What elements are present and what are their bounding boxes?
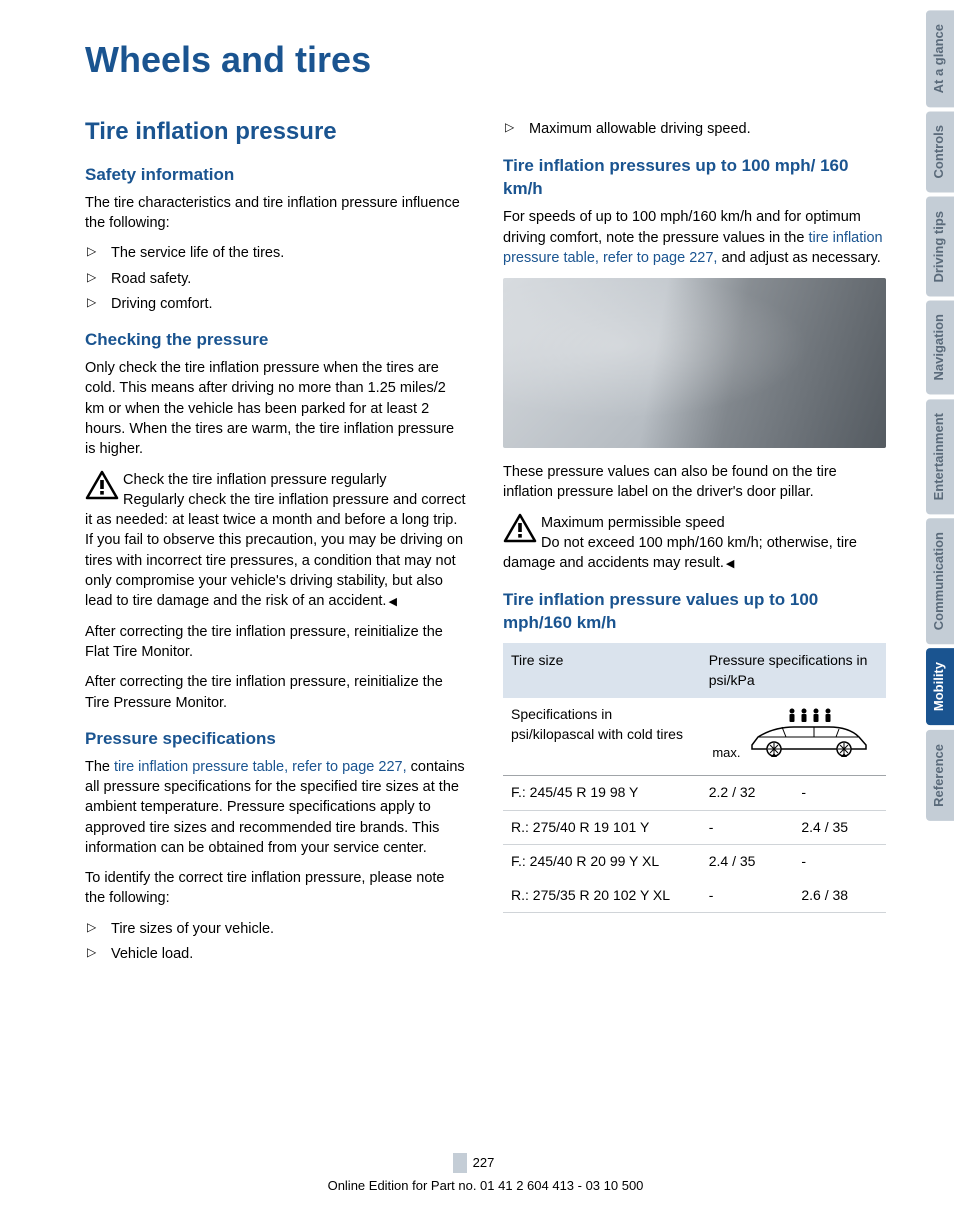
warning-title: Check the tire inflation pressure regula… [123,472,387,488]
pressure-table: Tire size Pressure specifications in psi… [503,643,886,913]
pressure-front: 2.2 / 32 [701,776,794,811]
max-label: max. [712,745,740,760]
specs-para2: To identify the correct tire inflation p… [85,868,468,909]
warning-title: Maximum permissible speed [541,515,725,531]
list-item: Vehicle load. [85,944,468,964]
warning-body: Regularly check the tire inflation press… [85,492,466,609]
checking-para: Only check the tire inflation pressure w… [85,358,468,459]
tire-size: R.: 275/35 R 20 102 Y XL [503,879,701,913]
list-item: Tire sizes of your vehicle. [85,919,468,939]
warning-icon [503,513,537,543]
tab-navigation[interactable]: Navigation [926,300,954,394]
text: The [85,759,114,775]
spec-label: Specifications in psi/kilopascal with co… [503,698,701,775]
max-load-diagram: max. [701,698,886,775]
checking-para3: After correcting the tire inflation pres… [85,672,468,713]
pressures-100-heading: Tire inflation pressures up to 100 mph/ … [503,154,886,202]
list-item: Road safety. [85,269,468,289]
tab-entertainment[interactable]: Entertainment [926,399,954,514]
tab-controls[interactable]: Controls [926,111,954,192]
tab-communication[interactable]: Communication [926,518,954,644]
specs-heading: Pressure specifications [85,727,468,751]
pressure-front: - [701,879,794,913]
checking-heading: Checking the pressure [85,328,468,352]
tab-mobility[interactable]: Mobility [926,648,954,725]
safety-heading: Safety information [85,163,468,187]
page-title: Wheels and tires [85,35,886,85]
warning-block: Check the tire inflation pressure regula… [85,470,468,612]
pressure-rear: - [793,845,886,879]
list-item: Driving comfort. [85,294,468,314]
section-title: Tire inflation pressure [85,115,468,149]
tab-reference[interactable]: Reference [926,730,954,821]
pressure-table-link[interactable]: tire inflation pressure table, refer to … [114,759,407,775]
door-pillar-image [503,278,886,448]
warning-body: Do not exceed 100 mph/160 km/h; otherwis… [503,535,857,571]
safety-list: The service life of the tires. Road safe… [85,243,468,314]
pressure-rear: 2.6 / 38 [793,879,886,913]
list-item: Maximum allowable driving speed. [503,119,886,139]
checking-para2: After correcting the tire inflation pres… [85,622,468,663]
specs-list: Tire sizes of your vehicle. Vehicle load… [85,919,468,965]
specs-para1: The tire inflation pressure table, refer… [85,757,468,858]
text: and adjust as necessary. [717,250,880,266]
left-column: Tire inflation pressure Safety informati… [85,113,468,1134]
tire-size: F.: 245/40 R 20 99 Y XL [503,845,701,879]
page-number: 227 [471,1153,501,1173]
car-silhouette-icon [744,705,874,757]
pressures-100-para2: These pressure values can also be found … [503,462,886,503]
pressure-rear: - [793,776,886,811]
safety-intro: The tire characteristics and tire inflat… [85,193,468,234]
pressure-front: - [701,810,794,845]
table-heading: Tire inflation pressure values up to 100… [503,588,886,636]
sidebar-tabs: At a glance Controls Driving tips Naviga… [926,0,954,1215]
warning-block: Maximum permissible speed Do not exceed … [503,513,886,574]
top-list: Maximum allowable driving speed. [503,119,886,139]
tire-size: R.: 275/40 R 19 101 Y [503,810,701,845]
tab-at-a-glance[interactable]: At a glance [926,10,954,107]
list-item: The service life of the tires. [85,243,468,263]
table-header: Pressure specifications in psi/kPa [701,643,886,698]
footer: 227 Online Edition for Part no. 01 41 2 … [85,1135,886,1195]
warning-icon [85,470,119,500]
tire-size: F.: 245/45 R 19 98 Y [503,776,701,811]
footer-line: Online Edition for Part no. 01 41 2 604 … [328,1178,644,1193]
tab-driving-tips[interactable]: Driving tips [926,197,954,297]
table-header: Tire size [503,643,701,698]
pressures-100-para1: For speeds of up to 100 mph/160 km/h and… [503,207,886,268]
pressure-front: 2.4 / 35 [701,845,794,879]
pressure-rear: 2.4 / 35 [793,810,886,845]
right-column: Maximum allowable driving speed. Tire in… [503,113,886,1134]
